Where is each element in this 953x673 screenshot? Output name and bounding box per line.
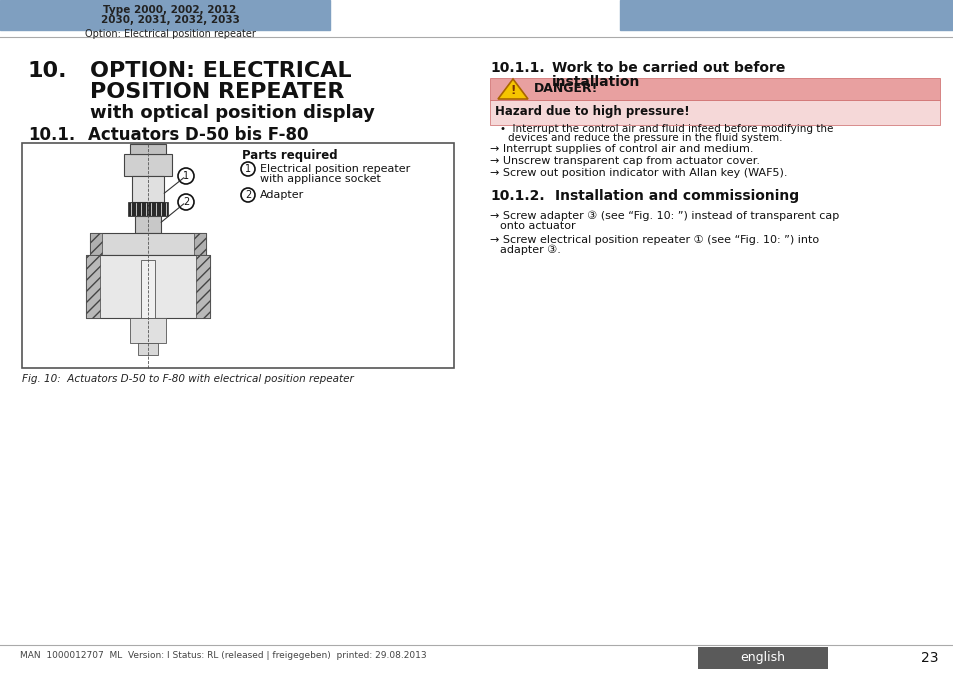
Text: 10.1.1.: 10.1.1. bbox=[490, 61, 544, 75]
Bar bbox=[124, 154, 172, 176]
Bar bbox=[619, 0, 953, 30]
Text: •  Interrupt the control air and fluid infeed before modifying the: • Interrupt the control air and fluid in… bbox=[499, 124, 833, 134]
Text: 10.1.: 10.1. bbox=[28, 126, 75, 144]
Bar bbox=[141, 260, 154, 318]
Circle shape bbox=[178, 168, 193, 184]
Text: → Unscrew transparent cap from actuator cover.: → Unscrew transparent cap from actuator … bbox=[490, 156, 760, 166]
Bar bbox=[86, 255, 100, 318]
Text: 1: 1 bbox=[245, 164, 251, 174]
Text: Type 2000, 2002, 2012: Type 2000, 2002, 2012 bbox=[103, 5, 236, 15]
Text: → Screw electrical position repeater ① (see “Fig. 10: ”) into: → Screw electrical position repeater ① (… bbox=[490, 235, 819, 245]
Text: !: ! bbox=[510, 85, 516, 98]
Text: → Interrupt supplies of control air and medium.: → Interrupt supplies of control air and … bbox=[490, 144, 753, 154]
Text: Electrical position repeater: Electrical position repeater bbox=[260, 164, 410, 174]
Text: 2: 2 bbox=[183, 197, 189, 207]
Bar bbox=[0, 0, 330, 30]
Polygon shape bbox=[497, 79, 527, 99]
Bar bbox=[490, 100, 939, 125]
Text: POSITION REPEATER: POSITION REPEATER bbox=[90, 82, 344, 102]
Text: → Screw out position indicator with Allan key (WAF5).: → Screw out position indicator with Alla… bbox=[490, 168, 786, 178]
Text: Option: Electrical position repeater: Option: Electrical position repeater bbox=[85, 29, 255, 39]
Bar bbox=[130, 318, 166, 343]
Text: 23: 23 bbox=[921, 651, 938, 665]
Bar bbox=[22, 143, 454, 368]
Bar bbox=[132, 176, 164, 202]
Text: → Screw adapter ③ (see “Fig. 10: ”) instead of transparent cap: → Screw adapter ③ (see “Fig. 10: ”) inst… bbox=[490, 211, 839, 221]
Text: Work to be carried out before: Work to be carried out before bbox=[552, 61, 784, 75]
Bar bbox=[490, 78, 939, 100]
Bar bbox=[128, 202, 168, 216]
Text: english: english bbox=[740, 651, 784, 664]
Text: installation: installation bbox=[552, 75, 639, 89]
Circle shape bbox=[178, 194, 193, 210]
Text: with optical position display: with optical position display bbox=[90, 104, 375, 122]
Bar bbox=[86, 255, 210, 318]
Text: DANGER!: DANGER! bbox=[534, 81, 598, 94]
Text: 1: 1 bbox=[183, 171, 189, 181]
Text: Actuators D-50 bis F-80: Actuators D-50 bis F-80 bbox=[88, 126, 308, 144]
Bar bbox=[90, 233, 102, 255]
Bar bbox=[193, 233, 206, 255]
Text: devices and reduce the pressure in the fluid system.: devices and reduce the pressure in the f… bbox=[507, 133, 781, 143]
Bar bbox=[130, 144, 166, 154]
Text: Installation and commissioning: Installation and commissioning bbox=[555, 189, 799, 203]
Text: 2: 2 bbox=[245, 190, 251, 200]
Text: onto actuator: onto actuator bbox=[499, 221, 575, 231]
Text: with appliance socket: with appliance socket bbox=[260, 174, 380, 184]
Text: bürkert: bürkert bbox=[721, 4, 797, 22]
Text: Hazard due to high pressure!: Hazard due to high pressure! bbox=[495, 104, 689, 118]
Text: Adapter: Adapter bbox=[260, 190, 304, 200]
Text: adapter ③.: adapter ③. bbox=[499, 245, 560, 255]
Text: 2030, 2031, 2032, 2033: 2030, 2031, 2032, 2033 bbox=[100, 15, 239, 25]
Text: OPTION: ELECTRICAL: OPTION: ELECTRICAL bbox=[90, 61, 352, 81]
Bar bbox=[135, 216, 161, 233]
Text: Fig. 10:  Actuators D-50 to F-80 with electrical position repeater: Fig. 10: Actuators D-50 to F-80 with ele… bbox=[22, 374, 354, 384]
Text: 10.1.2.: 10.1.2. bbox=[490, 189, 544, 203]
Bar bbox=[90, 233, 206, 255]
Bar bbox=[195, 255, 210, 318]
Bar bbox=[698, 647, 827, 669]
Text: FLUID CONTROL SYSTEMS: FLUID CONTROL SYSTEMS bbox=[719, 22, 800, 26]
Text: MAN  1000012707  ML  Version: l Status: RL (released | freigegeben)  printed: 29: MAN 1000012707 ML Version: l Status: RL … bbox=[20, 651, 426, 660]
Bar bbox=[138, 343, 158, 355]
Text: Parts required: Parts required bbox=[242, 149, 337, 162]
Text: 10.: 10. bbox=[28, 61, 68, 81]
